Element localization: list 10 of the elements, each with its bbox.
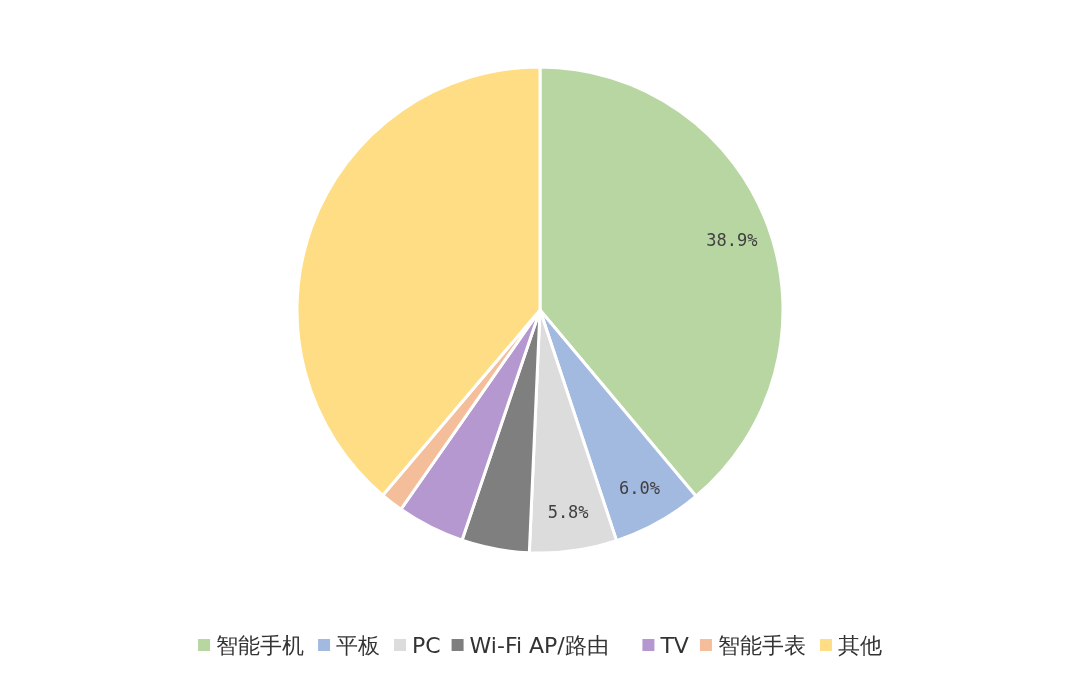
legend-label: 平板 — [336, 632, 381, 658]
legend-label: 其他 — [837, 632, 882, 658]
legend-label: PC — [412, 632, 441, 658]
legend-label: 智能手表 — [717, 632, 806, 658]
legend-label: 智能手机 — [216, 632, 305, 658]
data-label: 5.8% — [547, 502, 589, 523]
data-label: 38.9% — [706, 230, 758, 251]
legend-label: Wi-Fi AP/路由 — [469, 632, 609, 658]
legend-label: TV — [659, 632, 689, 658]
data-label: 6.0% — [618, 478, 660, 499]
